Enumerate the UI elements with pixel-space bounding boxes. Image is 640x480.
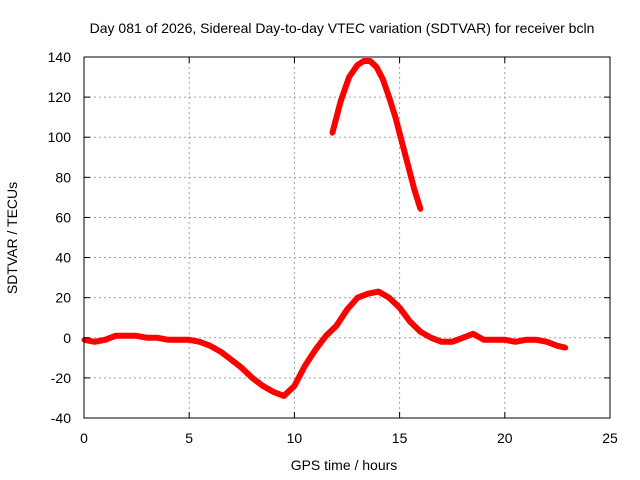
data-point xyxy=(533,337,539,343)
data-point xyxy=(102,337,108,343)
data-point xyxy=(392,114,398,120)
data-point xyxy=(312,347,318,353)
data-point xyxy=(361,58,367,64)
data-point xyxy=(439,339,445,345)
x-tick-label: 10 xyxy=(287,430,303,446)
data-point xyxy=(563,345,569,351)
data-point xyxy=(502,337,508,343)
data-point xyxy=(302,363,308,369)
series-group xyxy=(81,58,569,399)
data-point xyxy=(355,62,360,68)
data-point xyxy=(144,335,150,341)
data-point xyxy=(329,130,335,136)
data-point xyxy=(197,339,203,345)
data-point xyxy=(346,74,352,80)
plot-frame xyxy=(83,56,611,419)
data-point xyxy=(338,98,344,104)
data-point xyxy=(428,335,434,341)
data-point xyxy=(418,329,424,335)
data-point xyxy=(544,339,550,345)
data-point xyxy=(405,162,411,168)
data-point xyxy=(134,333,140,339)
data-point xyxy=(386,295,392,301)
chart-title: Day 081 of 2026, Sidereal Day-to-day VTE… xyxy=(90,20,595,36)
ticks: 0 5 10 15 20 25 -40 -20 0 20 40 60 80 100 120 140 xyxy=(48,49,618,446)
data-point xyxy=(113,333,119,339)
data-point xyxy=(512,339,518,345)
data-point xyxy=(218,349,224,355)
data-point xyxy=(228,357,234,363)
data-point xyxy=(376,289,382,295)
data-point xyxy=(460,335,466,341)
data-point xyxy=(470,331,476,337)
x-tick-label: 5 xyxy=(185,430,193,446)
data-point xyxy=(281,393,287,399)
grid xyxy=(84,57,610,418)
x-axis-label: GPS time / hours xyxy=(291,457,398,473)
data-point xyxy=(397,305,403,311)
data-point xyxy=(249,375,255,381)
data-point xyxy=(481,337,487,343)
data-point xyxy=(407,319,413,325)
data-point xyxy=(291,383,297,389)
x-tick-label: 15 xyxy=(392,430,408,446)
data-point xyxy=(334,323,339,329)
x-tick-label: 20 xyxy=(497,430,513,446)
y-tick-label: -20 xyxy=(51,370,71,386)
data-point xyxy=(344,307,350,313)
y-tick-label: 140 xyxy=(48,49,72,65)
y-tick-label: 100 xyxy=(48,129,72,145)
data-point xyxy=(386,94,392,100)
data-point xyxy=(374,64,379,70)
y-tick-label: 0 xyxy=(63,330,71,346)
data-point xyxy=(239,365,245,371)
y-tick-label: 60 xyxy=(55,209,71,225)
data-point xyxy=(155,335,161,341)
data-point xyxy=(165,337,171,343)
data-point xyxy=(260,383,266,389)
data-point xyxy=(176,337,182,343)
y-tick-label: 80 xyxy=(55,169,71,185)
data-point xyxy=(355,295,360,301)
y-tick-label: 40 xyxy=(55,250,71,266)
data-point xyxy=(418,206,424,212)
data-point xyxy=(491,337,497,343)
data-point xyxy=(380,76,386,82)
y-tick-label: 20 xyxy=(55,290,71,306)
data-point xyxy=(123,333,129,339)
y-tick-label: 120 xyxy=(48,89,72,105)
y-axis-label: SDTVAR / TECUs xyxy=(4,182,20,294)
data-point xyxy=(399,138,405,144)
data-point xyxy=(270,389,276,395)
x-tick-label: 0 xyxy=(80,430,88,446)
data-point xyxy=(523,337,529,343)
y-tick-label: -40 xyxy=(51,410,71,426)
data-point xyxy=(92,339,97,345)
data-point xyxy=(207,343,213,349)
data-point xyxy=(367,58,373,64)
data-point xyxy=(323,333,329,339)
data-point xyxy=(449,339,455,345)
x-tick-label: 25 xyxy=(602,430,618,446)
data-point xyxy=(186,337,192,343)
data-point xyxy=(554,343,560,349)
data-point xyxy=(365,291,371,297)
data-point xyxy=(411,186,417,192)
